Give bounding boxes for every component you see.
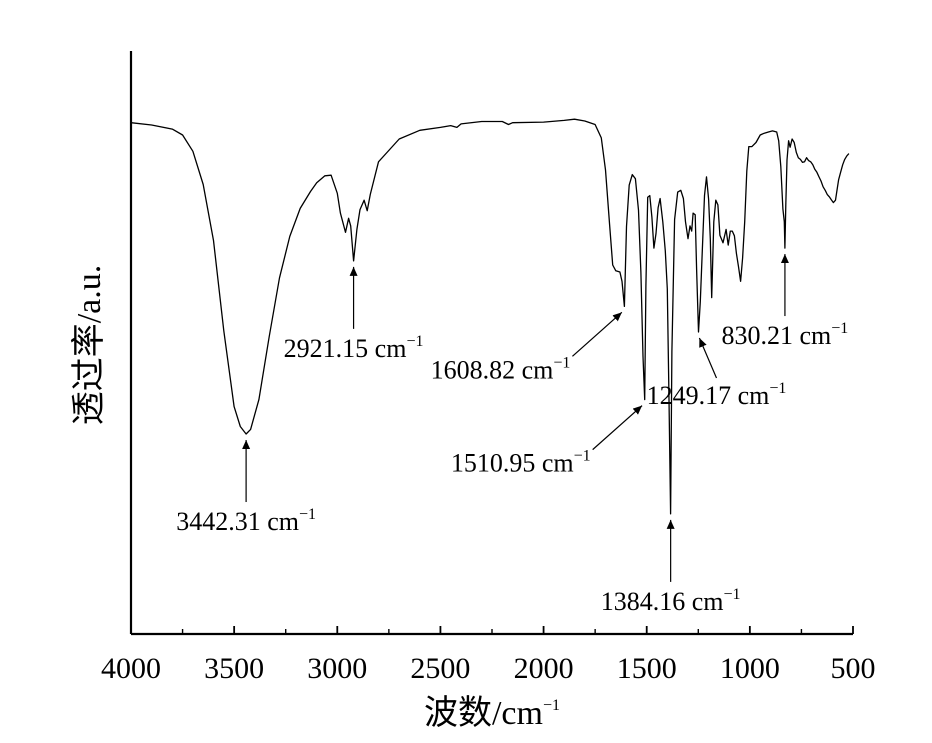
peak-arrow bbox=[572, 311, 623, 357]
peak-label: 3442.31 cm−1 bbox=[176, 506, 316, 536]
x-tick-label: 2000 bbox=[514, 652, 574, 685]
peak-label-sup: −1 bbox=[406, 333, 423, 350]
peak-label-value: 1510.95 cm bbox=[451, 449, 574, 478]
peak-label-sup: −1 bbox=[724, 586, 741, 603]
peak-arrow bbox=[592, 405, 643, 451]
peak-label: 1249.17 cm−1 bbox=[647, 380, 787, 410]
peak-label: 1384.16 cm−1 bbox=[601, 586, 741, 616]
peak-label-value: 2921.15 cm bbox=[284, 334, 407, 363]
x-tick-label: 500 bbox=[831, 652, 876, 685]
x-tick-label: 1500 bbox=[617, 652, 677, 685]
peak-label-value: 1249.17 cm bbox=[647, 381, 770, 410]
peak-label-value: 1608.82 cm bbox=[431, 355, 554, 384]
peak-arrow bbox=[698, 337, 718, 379]
peak-label: 1608.82 cm−1 bbox=[431, 354, 571, 384]
x-axis-tick-labels: 4000 3500 3000 2500 2000 1500 1000 500 bbox=[101, 652, 876, 685]
peak-label-sup: −1 bbox=[299, 506, 316, 523]
x-tick-label: 3000 bbox=[307, 652, 367, 685]
peak-label-value: 3442.31 cm bbox=[176, 507, 299, 536]
peak-label-sup: −1 bbox=[769, 380, 786, 397]
x-axis-title: 波数/cm−1 bbox=[424, 694, 560, 732]
peak-label-sup: −1 bbox=[553, 354, 570, 371]
x-axis-title-sup: −1 bbox=[543, 697, 560, 714]
x-tick-label: 1000 bbox=[720, 652, 780, 685]
x-tick-label: 3500 bbox=[204, 652, 264, 685]
peak-label: 1510.95 cm−1 bbox=[451, 448, 591, 478]
x-tick-label: 2500 bbox=[410, 652, 470, 685]
x-axis-ticks bbox=[130, 626, 854, 634]
x-axis-title-text: 波数/cm bbox=[424, 694, 543, 732]
peak-label: 830.21 cm−1 bbox=[722, 320, 849, 350]
spectrum-series-line bbox=[130, 118, 850, 515]
x-tick-label: 4000 bbox=[101, 652, 161, 685]
y-axis-title: 透过率/a.u. bbox=[70, 265, 108, 426]
peak-label: 2921.15 cm−1 bbox=[284, 333, 424, 363]
peak-label-value: 1384.16 cm bbox=[601, 587, 724, 616]
peak-label-value: 830.21 cm bbox=[722, 321, 832, 350]
peak-label-sup: −1 bbox=[574, 448, 591, 465]
peak-label-sup: −1 bbox=[831, 320, 848, 337]
